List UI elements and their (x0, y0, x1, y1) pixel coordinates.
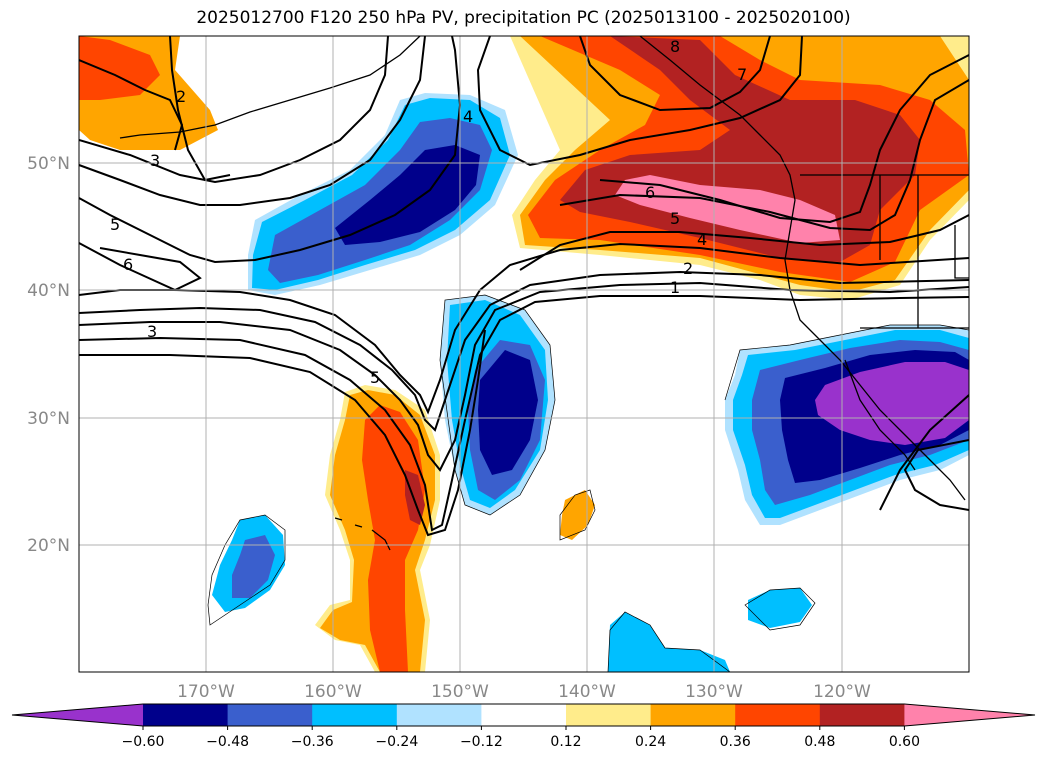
gridlines (79, 36, 969, 672)
lat-label: 20°N (27, 536, 70, 556)
lon-label: 140°W (558, 682, 616, 702)
contour-label: 2 (176, 87, 186, 106)
longitude-labels: 170°W 160°W 150°W 140°W 130°W 120°W (177, 682, 871, 702)
contour-label: 4 (697, 230, 707, 249)
latitude-labels: 50°N 40°N 30°N 20°N (27, 154, 70, 556)
anomaly-bottom-cyan (608, 612, 730, 672)
contour-label: 3 (147, 322, 157, 341)
contour-label: 5 (110, 215, 120, 234)
anomaly-center-navy (478, 350, 538, 475)
map-frame (78, 35, 970, 673)
coast-hawaii (334, 517, 391, 551)
colorbar-tick-label: −0.36 (291, 734, 334, 750)
contour-a (79, 242, 969, 415)
outline-sw (207, 514, 286, 626)
colorbar-segment (735, 704, 821, 726)
colorbar: −0.60 −0.48 −0.36 −0.24 −0.12 0.12 0.24 0.36 0.4… (11, 703, 1036, 750)
contour-o (559, 79, 969, 232)
colorbar-extend-max (904, 704, 1035, 726)
contour-g (79, 36, 462, 264)
precipitation-shading: 8 7 6 5 4 2 1 4 2 3 5 6 3 5 (79, 36, 969, 672)
coastlines (119, 36, 969, 551)
colorbar-segment (396, 704, 482, 726)
shading-outlines (207, 294, 969, 672)
outline-center (439, 294, 556, 516)
contour-p (599, 54, 969, 224)
lon-label: 160°W (304, 682, 362, 702)
anomaly-hawaii-darkred (405, 470, 425, 525)
anomaly-ne-pink (615, 175, 840, 243)
contour-i (79, 36, 389, 184)
contour-label: 1 (670, 278, 680, 297)
contour-labels: 8 7 6 5 4 2 1 4 2 3 5 6 3 5 (110, 37, 747, 387)
colorbar-segment (312, 704, 398, 726)
colorbar-tick-label: −0.24 (375, 734, 418, 750)
anomaly-small-pos (560, 490, 595, 540)
colorbar-segment (566, 704, 652, 726)
colorbar-tick-label: −0.60 (122, 734, 165, 750)
contour-label: 7 (737, 65, 747, 84)
colorbar-extend-min (12, 704, 143, 726)
colorbar-segment (227, 704, 313, 726)
colorbar-tick-label: −0.48 (206, 734, 249, 750)
contour-f (79, 242, 202, 292)
contour-label: 8 (670, 37, 680, 56)
colorbar-tick-label: 0.60 (889, 734, 920, 750)
colorbar-segment (481, 704, 567, 726)
colorbar-segment (143, 704, 229, 726)
contour-label: 6 (645, 183, 655, 202)
colorbar-segment (650, 704, 736, 726)
contour-e (79, 329, 486, 537)
colorbar-tick-label: 0.48 (804, 734, 835, 750)
outline-small-pos (559, 489, 596, 541)
contour-l (476, 36, 803, 167)
contour-label: 5 (670, 209, 680, 228)
contour-label: 6 (123, 255, 133, 274)
lat-label: 30°N (27, 409, 70, 429)
contour-q (879, 394, 969, 511)
outline-bottom-right (744, 587, 816, 631)
anomaly-bottom-right-cyan (748, 588, 812, 628)
contour-label: 5 (370, 368, 380, 387)
colorbar-segment (819, 704, 905, 726)
lon-label: 170°W (177, 682, 235, 702)
contour-c (79, 281, 969, 472)
pv-contours (79, 36, 969, 537)
anomaly-sw-blue (232, 535, 275, 598)
plot-title: 2025012700 F120 250 hPa PV, precipitatio… (196, 8, 851, 28)
contour-m (579, 36, 771, 112)
contour-d (79, 295, 969, 532)
outline-se (724, 324, 969, 401)
border-inland (879, 175, 969, 328)
contour-j (169, 36, 231, 182)
colorbar-tick-label: 0.12 (550, 734, 581, 750)
contour-h (79, 36, 426, 206)
lat-label: 40°N (27, 281, 70, 301)
contour-b (79, 270, 969, 432)
colorbar-tick-label: 0.36 (720, 734, 751, 750)
colorbar-tick-label: −0.12 (460, 734, 503, 750)
colorbar-tick-label: 0.24 (635, 734, 666, 750)
contour-label: 3 (150, 151, 160, 170)
lon-label: 150°W (431, 682, 489, 702)
contour-label: 4 (463, 107, 473, 126)
contour-r (903, 439, 969, 511)
anomaly-nw-core (79, 36, 160, 100)
contour-k (79, 59, 184, 151)
outline-bottom (607, 611, 731, 672)
contour-label: 2 (683, 259, 693, 278)
lon-label: 120°W (813, 682, 871, 702)
lon-label: 130°W (685, 682, 743, 702)
coast-baja (844, 359, 916, 471)
lat-label: 50°N (27, 154, 70, 174)
contour-n (519, 214, 969, 271)
coast-alaska-peninsula (119, 36, 421, 139)
coast-north-america (639, 36, 966, 501)
